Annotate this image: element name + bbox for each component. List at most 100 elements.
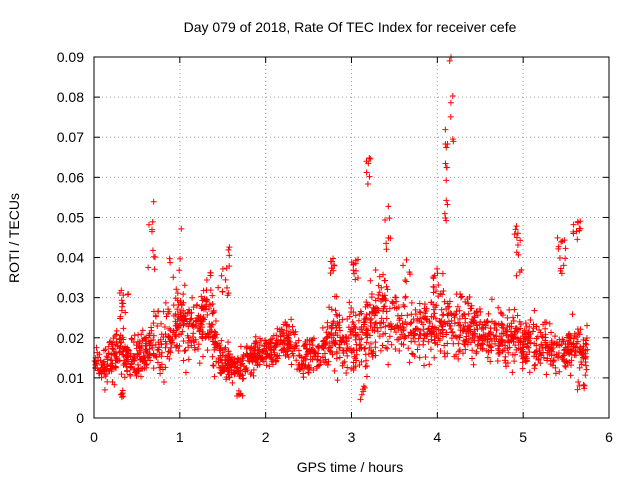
data-point [380, 308, 387, 315]
data-point [237, 343, 244, 350]
data-point [417, 327, 424, 334]
data-point [551, 352, 558, 359]
data-point [268, 347, 275, 354]
data-point [367, 322, 374, 329]
data-point [292, 328, 299, 335]
chart-title: Day 079 of 2018, Rate Of TEC Index for r… [184, 19, 517, 35]
data-point [474, 341, 481, 348]
data-point [583, 322, 590, 329]
data-point [224, 292, 231, 299]
data-point [356, 361, 363, 368]
data-point [514, 326, 521, 333]
data-point [143, 346, 150, 353]
data-point [444, 340, 451, 347]
data-point [439, 312, 446, 319]
data-point [443, 144, 450, 151]
data-point [481, 332, 488, 339]
data-point [211, 341, 218, 348]
data-point [568, 362, 575, 369]
data-point [276, 352, 283, 359]
data-point [119, 351, 126, 358]
data-point [493, 333, 500, 340]
data-point [524, 340, 531, 347]
data-point [519, 348, 526, 355]
data-point [436, 317, 443, 324]
data-point [112, 364, 119, 371]
data-point [158, 349, 165, 356]
data-point [166, 308, 173, 315]
data-point [488, 344, 495, 351]
data-point [170, 274, 177, 281]
data-point [119, 334, 126, 341]
data-point [404, 312, 411, 319]
data-point [576, 225, 583, 232]
data-point [431, 272, 438, 279]
data-point [443, 164, 450, 171]
data-point [293, 357, 300, 364]
data-point [484, 339, 491, 346]
data-point [372, 344, 379, 351]
data-point [411, 353, 418, 360]
data-point [400, 262, 407, 269]
data-point [167, 259, 174, 266]
data-point [173, 342, 180, 349]
data-point [384, 345, 391, 352]
data-point [93, 360, 100, 367]
data-point [174, 290, 181, 297]
data-point [181, 282, 188, 289]
data-point [273, 332, 280, 339]
data-point [196, 316, 203, 323]
data-point [523, 358, 530, 365]
data-point [441, 298, 448, 305]
data-point [570, 335, 577, 342]
data-point [357, 308, 364, 315]
data-point [362, 319, 369, 326]
data-point [441, 353, 448, 360]
data-point [128, 361, 135, 368]
data-point [209, 333, 216, 340]
data-point [410, 335, 417, 342]
data-point [521, 330, 528, 337]
data-point [369, 353, 376, 360]
data-point [560, 262, 567, 269]
data-point [173, 286, 180, 293]
data-point [548, 341, 555, 348]
data-point [209, 301, 216, 308]
data-point [119, 387, 126, 394]
data-point [217, 345, 224, 352]
data-point [495, 345, 502, 352]
data-point [540, 321, 547, 328]
data-point [122, 344, 129, 351]
data-point [396, 347, 403, 354]
data-point [359, 386, 366, 393]
data-point [440, 287, 447, 294]
data-point [382, 323, 389, 330]
data-point [199, 331, 206, 338]
data-point [178, 302, 185, 309]
data-point [382, 277, 389, 284]
data-point [363, 373, 370, 380]
data-point [499, 324, 506, 331]
data-point [149, 344, 156, 351]
data-point [571, 330, 578, 337]
data-point [363, 314, 370, 321]
data-point [200, 314, 207, 321]
data-point [283, 348, 290, 355]
data-point [402, 333, 409, 340]
data-point [394, 322, 401, 329]
data-point [495, 304, 502, 311]
data-point [350, 325, 357, 332]
data-point [566, 350, 573, 357]
data-point [309, 356, 316, 363]
data-point [263, 362, 270, 369]
data-point [520, 338, 527, 345]
data-point [92, 361, 99, 368]
data-point [363, 169, 370, 176]
data-point [374, 305, 381, 312]
x-tick-label: 3 [348, 429, 356, 445]
data-point [566, 346, 573, 353]
data-point [467, 339, 474, 346]
data-point [370, 348, 377, 355]
data-point [364, 180, 371, 187]
data-point [195, 341, 202, 348]
